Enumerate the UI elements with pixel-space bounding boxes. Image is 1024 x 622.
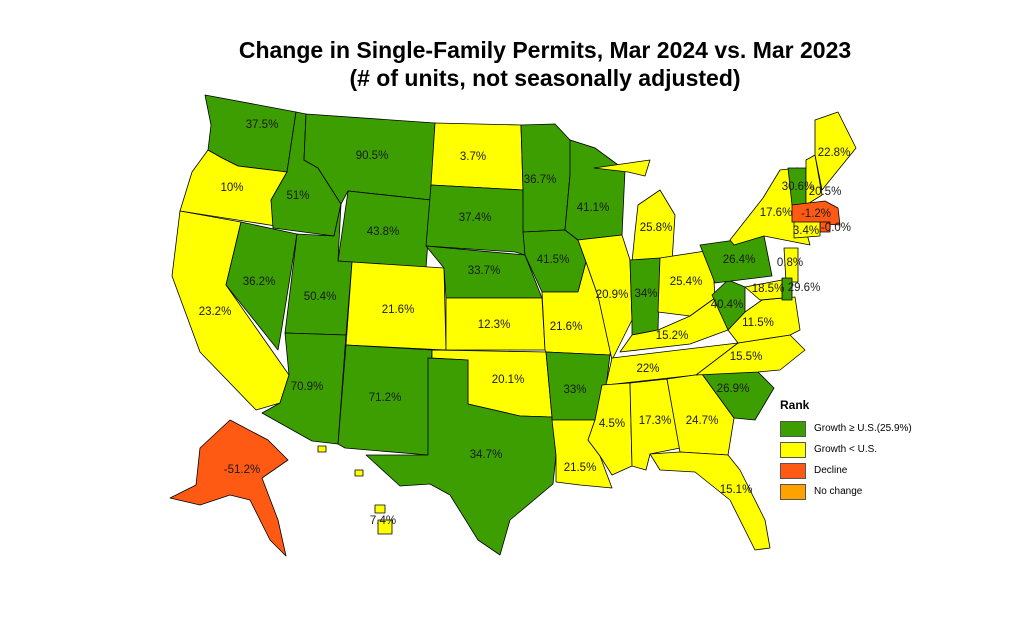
state-value-label-nj: 0.8% <box>777 257 803 269</box>
state-hi <box>317 445 393 535</box>
state-value-label-ar: 33% <box>563 384 586 396</box>
state-ct <box>793 221 821 239</box>
legend-swatch <box>780 441 806 458</box>
state-value-label-ga: 24.7% <box>686 415 719 427</box>
state-nm <box>337 344 433 456</box>
state-value-label-id: 51% <box>286 190 309 202</box>
state-value-label-sc: 26.9% <box>717 383 750 395</box>
legend-label: Decline <box>814 465 848 476</box>
state-value-label-oh: 25.4% <box>670 276 703 288</box>
state-value-label-fl: 15.1% <box>720 484 753 496</box>
state-value-label-mn: 36.7% <box>524 174 557 186</box>
state-me <box>814 111 857 191</box>
legend-swatch <box>780 462 806 479</box>
state-value-label-tx: 34.7% <box>470 449 503 461</box>
state-value-label-tn: 22% <box>636 363 659 375</box>
state-value-label-md: 18.5% <box>752 283 785 295</box>
title-line-1: Change in Single-Family Permits, Mar 202… <box>238 37 852 63</box>
state-value-label-al: 17.3% <box>639 415 672 427</box>
legend-label: No change <box>814 486 863 497</box>
state-ak <box>169 419 289 557</box>
state-value-label-wv: 40.4% <box>711 299 744 311</box>
state-value-label-il: 20.9% <box>596 289 629 301</box>
state-sd <box>425 184 526 256</box>
title-line-2: (# of units, not seasonally adjusted) <box>349 65 741 91</box>
state-value-label-co: 21.6% <box>382 304 415 316</box>
state-nh <box>805 154 823 206</box>
state-value-label-in: 34% <box>634 288 657 300</box>
state-value-label-vt: 30.6% <box>782 181 815 193</box>
state-value-label-ia: 41.5% <box>537 254 570 266</box>
legend-label: Growth < U.S. <box>814 444 878 455</box>
state-wv <box>711 279 746 331</box>
state-value-label-nd: 3.7% <box>460 151 486 163</box>
state-value-label-ut: 50.4% <box>304 291 337 303</box>
state-value-label-sd: 37.4% <box>459 212 492 224</box>
state-value-label-wy: 43.8% <box>367 226 400 238</box>
state-value-label-ks: 12.3% <box>478 319 511 331</box>
state-value-label-ak: -51.2% <box>224 464 260 476</box>
legend-title: Rank <box>780 398 810 412</box>
state-nv <box>225 221 298 351</box>
state-value-label-ma: -1.2% <box>801 208 831 220</box>
state-value-label-wi: 41.1% <box>577 202 610 214</box>
state-ma <box>791 200 841 226</box>
state-value-label-mo: 21.6% <box>550 321 583 333</box>
state-value-label-la: 21.5% <box>564 462 597 474</box>
legend-item-growth-below: Growth < U.S. <box>780 439 912 460</box>
state-fl <box>649 451 771 551</box>
legend-item-no-change: No change <box>780 481 912 502</box>
state-value-label-ms: 4.5% <box>599 418 625 430</box>
legend-label: Growth ≥ U.S.(25.9%) <box>814 423 912 434</box>
state-md <box>744 279 783 301</box>
state-tx <box>365 357 557 556</box>
state-nj <box>783 247 799 283</box>
state-value-label-ct: 3.4% <box>793 225 819 237</box>
state-value-label-ok: 20.1% <box>492 374 525 386</box>
legend-swatch <box>780 420 806 437</box>
state-value-label-ne: 33.7% <box>468 265 501 277</box>
state-value-label-ky: 15.2% <box>656 330 689 342</box>
state-value-label-mt: 90.5% <box>356 150 389 162</box>
state-value-label-me: 22.8% <box>818 147 851 159</box>
state-va <box>727 296 801 344</box>
state-value-label-pa: 26.4% <box>723 254 756 266</box>
state-value-label-va: 11.5% <box>742 317 774 329</box>
state-value-label-wa: 37.5% <box>246 119 279 131</box>
state-il <box>577 234 633 361</box>
state-value-label-ri: -0.0% <box>821 222 851 234</box>
state-value-label-nc: 15.5% <box>730 351 763 363</box>
legend-item-growth-above: Growth ≥ U.S.(25.9%) <box>780 418 912 439</box>
state-value-label-az: 70.9% <box>291 381 324 393</box>
state-value-label-hi: 7.4% <box>370 515 396 527</box>
state-az <box>261 332 347 445</box>
state-value-label-nv: 36.2% <box>243 276 276 288</box>
legend-swatch <box>780 483 806 500</box>
state-wi <box>564 139 626 241</box>
state-value-label-nm: 71.2% <box>369 392 402 404</box>
state-value-label-ny: 17.6% <box>760 207 793 219</box>
map-title: Change in Single-Family Permits, Mar 202… <box>0 36 1024 92</box>
state-value-label-or: 10% <box>220 182 243 194</box>
legend: Rank Growth ≥ U.S.(25.9%) Growth < U.S. … <box>780 398 912 502</box>
state-value-label-de: 29.6% <box>788 282 821 294</box>
state-value-label-ca: 23.2% <box>199 306 232 318</box>
state-value-label-mi: 25.8% <box>640 222 673 234</box>
legend-item-decline: Decline <box>780 460 912 481</box>
state-value-label-nh: 20.5% <box>809 186 842 198</box>
